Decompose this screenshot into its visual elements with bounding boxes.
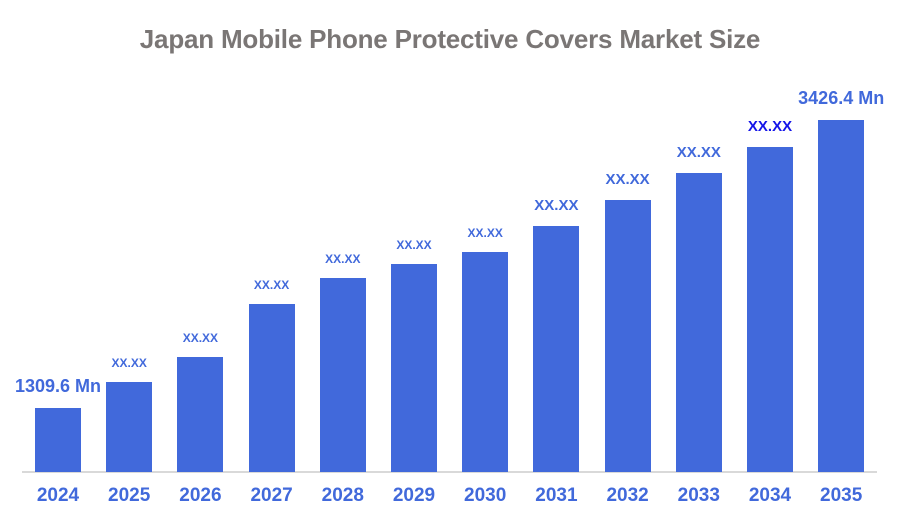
x-tick-label-2024: 2024 [36,485,80,506]
bar-2034 [747,147,793,472]
value-label-2025: XX.XX [111,356,147,370]
bar-2028 [319,278,366,472]
x-tick-label-2025: 2025 [108,485,151,506]
x-tick-label-2028: 2028 [321,485,364,506]
bar-2024 [35,408,81,472]
bar-2025 [106,382,153,472]
x-tick-label-2026: 2026 [179,485,222,506]
bar-2032 [604,200,651,472]
x-axis-line [22,471,877,473]
bar-2026 [177,357,224,472]
x-tick-label-2031: 2031 [535,485,578,506]
x-tick-label-2027: 2027 [250,485,293,506]
value-label-2035: 3426.4 Mn [798,88,885,108]
value-label-2034: XX.XX [747,118,793,135]
x-tick-label-2029: 2029 [392,485,436,506]
bar-2033 [675,173,722,472]
value-label-2033: XX.XX [676,144,721,161]
value-label-2028: XX.XX [325,252,361,266]
value-label-2029: XX.XX [396,238,432,252]
chart-title: Japan Mobile Phone Protective Covers Mar… [139,24,761,54]
bar-2030 [462,252,509,472]
value-label-2030: XX.XX [467,226,503,240]
value-label-2031: XX.XX [534,197,579,214]
value-label-2026: XX.XX [182,331,219,345]
x-tick-label-2032: 2032 [606,485,649,506]
bar-2029 [391,264,437,472]
x-tick-label-2035: 2035 [820,485,863,506]
x-tick-label-2033: 2033 [677,485,720,506]
value-label-2027: XX.XX [253,278,290,292]
value-label-2024: 1309.6 Mn [14,376,102,396]
bar-2035 [818,120,865,472]
bar-2031 [533,226,580,472]
x-tick-label-2030: 2030 [464,485,507,506]
bar-2027 [248,304,295,472]
x-tick-label-2034: 2034 [748,485,792,506]
value-label-2032: XX.XX [605,171,650,188]
